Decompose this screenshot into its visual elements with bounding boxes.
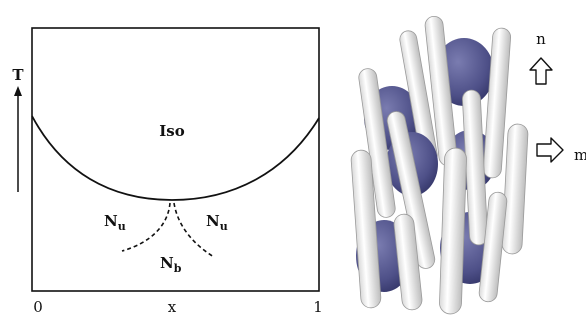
region-label-nu-right-main: N bbox=[206, 212, 220, 230]
region-label-nu-left: Nu bbox=[104, 212, 126, 233]
director-n-label: n bbox=[536, 30, 546, 48]
region-label-nu-left-sub: u bbox=[118, 220, 126, 233]
biaxial-boundary-right bbox=[173, 202, 215, 258]
region-label-nu-right: Nu bbox=[206, 212, 228, 233]
rod-mid-4 bbox=[386, 111, 436, 269]
y-axis-label: T bbox=[12, 66, 24, 84]
region-label-nu-left-main: N bbox=[104, 212, 118, 230]
molecular-model bbox=[350, 15, 529, 315]
biaxial-boundary-left bbox=[121, 202, 171, 252]
director-m: m bbox=[536, 137, 586, 164]
plot-frame bbox=[31, 27, 320, 292]
region-label-nb-sub: b bbox=[174, 262, 182, 275]
rod-front-3 bbox=[393, 213, 423, 311]
director-m-arrow bbox=[536, 137, 564, 163]
director-n-arrow bbox=[529, 57, 553, 85]
director-m-label: m bbox=[574, 146, 586, 164]
x-tick-1: 1 bbox=[313, 298, 323, 316]
rod-front-1 bbox=[350, 149, 382, 309]
x-tick-0: 0 bbox=[33, 298, 43, 316]
phase-diagram: T Iso Nu Nu Nb 0 x 1 bbox=[12, 27, 323, 316]
region-label-nb: Nb bbox=[160, 254, 182, 275]
rod-mid-1 bbox=[358, 68, 396, 218]
rod-front-2 bbox=[439, 147, 467, 315]
iso-boundary-curve bbox=[31, 115, 320, 201]
rod-front-4 bbox=[478, 191, 508, 303]
region-label-nu-right-sub: u bbox=[220, 220, 228, 233]
director-n: n bbox=[529, 30, 553, 85]
rod-back-2 bbox=[482, 27, 512, 179]
rod-mid-3 bbox=[501, 123, 529, 255]
region-label-iso: Iso bbox=[159, 122, 184, 140]
region-label-nb-main: N bbox=[160, 254, 174, 272]
t-axis-arrow-head bbox=[14, 86, 22, 96]
x-axis-label: x bbox=[168, 298, 177, 316]
